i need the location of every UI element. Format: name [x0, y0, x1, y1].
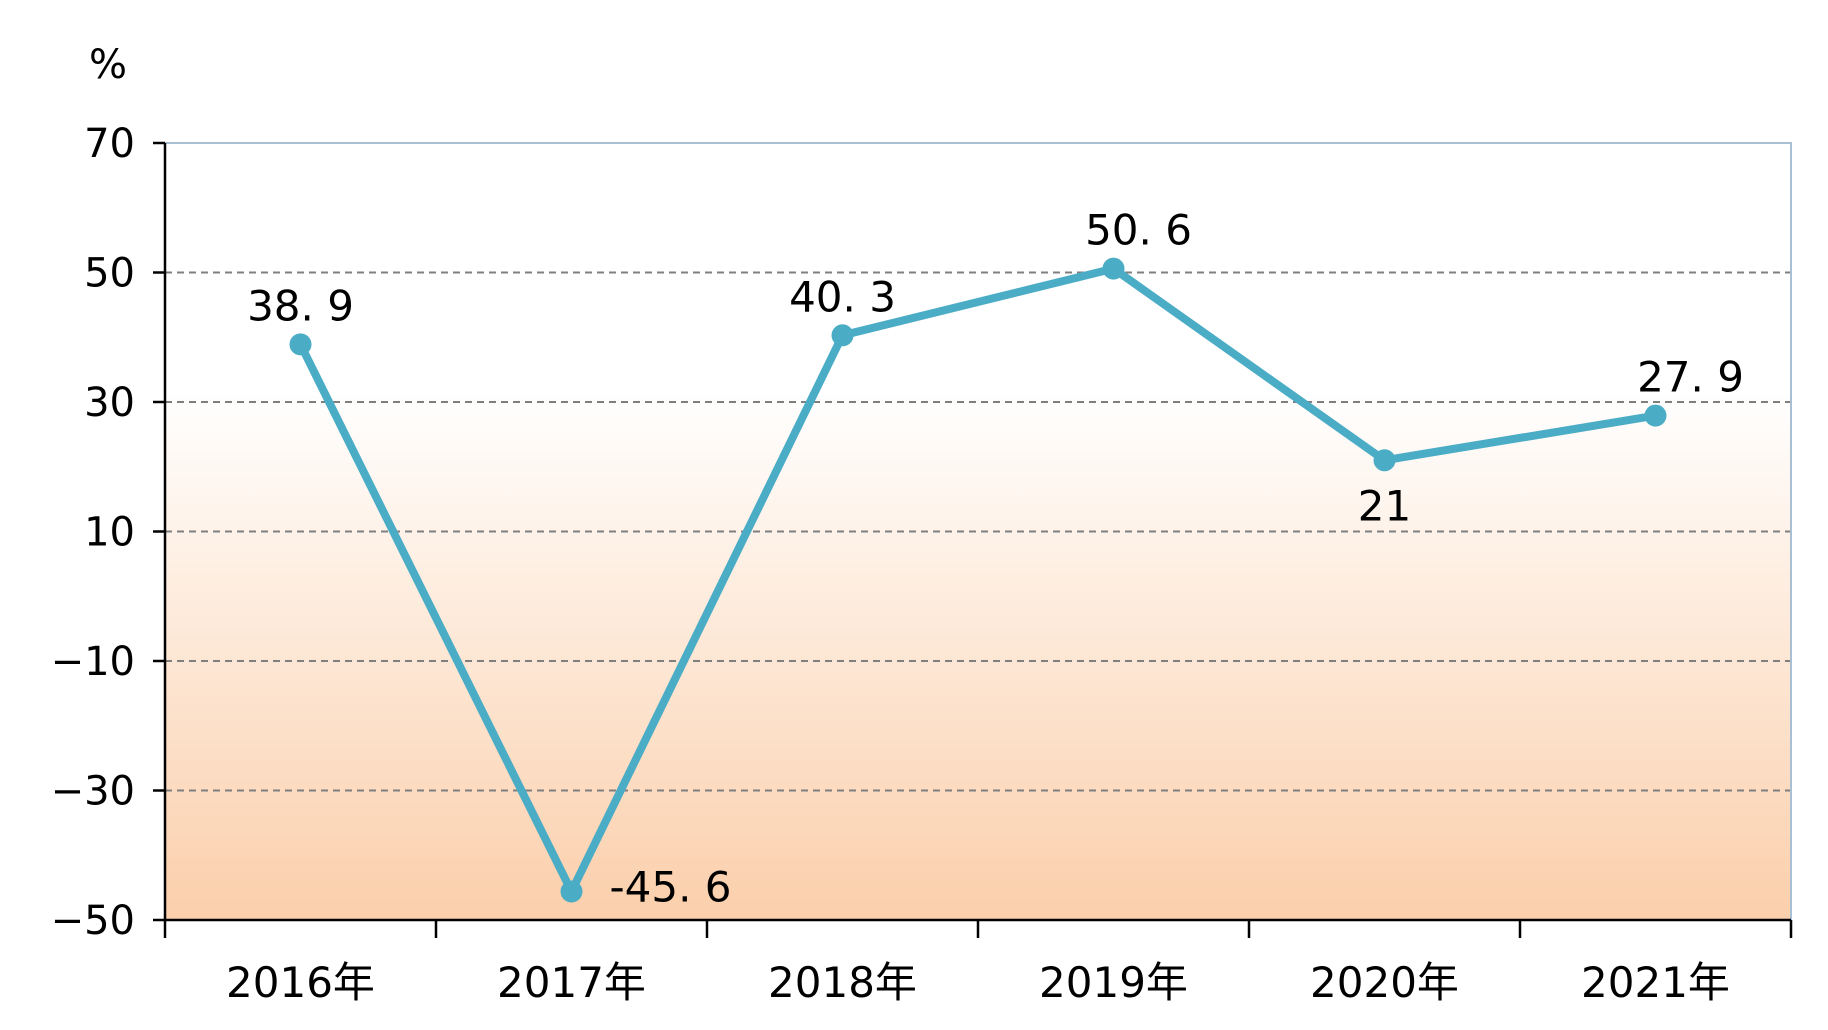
y-tick-label: 30 [84, 380, 135, 426]
data-point [289, 333, 312, 356]
data-label: 21 [1358, 481, 1411, 530]
data-point [831, 324, 854, 347]
y-tick-label: 10 [84, 510, 135, 556]
grid-lines [165, 271, 1791, 792]
y-tick-label: −10 [51, 639, 135, 685]
data-point [560, 880, 583, 903]
x-tick-label: 2019年 [1039, 958, 1188, 1007]
data-label: 50. 6 [1085, 206, 1192, 255]
data-point [1373, 449, 1396, 472]
data-point [1102, 257, 1125, 280]
x-tick-label: 2016年 [226, 958, 375, 1007]
y-tick-label: 50 [84, 251, 135, 297]
data-label: -45. 6 [610, 863, 732, 912]
series-layer: 38. 9 -45. 6 40. 3 50. 6 21 27. 9 [247, 206, 1744, 912]
x-tick-label: 2020年 [1310, 958, 1459, 1007]
axes: 70 50 30 10 −10 −30 −50 2016年 2017年 2018年 2019年 202… [51, 121, 1793, 1007]
y-tick-label: 70 [84, 121, 135, 167]
data-point [1644, 404, 1667, 427]
x-tick-label: 2017年 [497, 958, 646, 1007]
data-label: 40. 3 [789, 272, 896, 321]
y-unit-label: % [89, 42, 127, 88]
x-tick-label: 2021年 [1581, 958, 1730, 1007]
series-line [296, 264, 1660, 896]
y-tick-label: −30 [51, 769, 135, 815]
x-tick-label: 2018年 [768, 958, 917, 1007]
y-tick-label: −50 [51, 898, 135, 944]
data-label: 38. 9 [247, 281, 354, 330]
data-label: 27. 9 [1637, 353, 1744, 402]
